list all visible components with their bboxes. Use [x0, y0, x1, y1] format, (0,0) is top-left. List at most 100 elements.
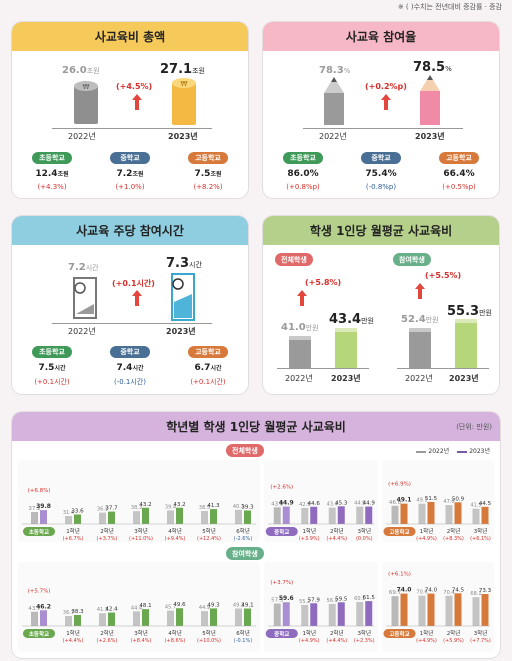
grade-label: 3학년 — [474, 629, 488, 637]
bar-2023 — [142, 507, 149, 524]
change-value: (+4.5%) — [116, 82, 153, 91]
prev-year: 2022년 — [68, 327, 96, 336]
bar-label-2022: 44.4 — [131, 605, 142, 611]
prev-year: 2022년 — [68, 132, 96, 141]
grade-label: 2학년 — [100, 629, 114, 637]
bar-2023 — [310, 506, 318, 524]
bar-2022 — [273, 603, 281, 626]
total-change: (+5.7%) — [28, 588, 51, 594]
pencil-icon — [420, 75, 440, 125]
bar-2023 — [74, 615, 81, 626]
bar-label-2022: 46.0 — [389, 500, 402, 506]
grade-label: 5학년 — [202, 527, 216, 535]
footnote: ※ ( )수치는 전년대비 증감률 · 증감 — [397, 3, 502, 11]
bar-2022 — [133, 611, 140, 626]
left-prev-bar — [289, 336, 311, 368]
bar-label-2023: 44.9 — [279, 500, 294, 507]
bar-2023 — [244, 608, 251, 626]
bar-2023 — [481, 594, 489, 626]
card-title: 사교육 참여율 — [263, 22, 499, 51]
monthly-avg-card: 학생 1인당 월평균 사교육비 전체학생 (+5.8%) 41.0만원 43.4… — [263, 216, 499, 394]
bar-label-2023: 57.9 — [308, 597, 321, 603]
school-label: 중학교 — [274, 528, 289, 536]
grade-label: 1학년 — [66, 527, 80, 535]
school-pill — [23, 527, 55, 536]
bar-2022 — [301, 507, 309, 524]
bar-2022 — [273, 507, 281, 524]
bar-label-2023: 43.2 — [139, 502, 151, 508]
change-value: (+0.1시간) — [112, 279, 155, 288]
school-pill — [383, 629, 416, 638]
grade-change: (+8.6%) — [165, 638, 186, 644]
bar-label-2022: 45.7 — [165, 605, 176, 611]
bar-2023 — [176, 608, 183, 626]
bar-label-2022: 55.2 — [299, 599, 310, 605]
right-change: (+5.5%) — [425, 271, 462, 280]
left-change: (+5.8%) — [305, 278, 342, 287]
all-students-tag: 전체학생 — [275, 253, 313, 266]
hourglass-icon — [171, 273, 195, 321]
total-change: (+2.6%) — [270, 485, 293, 491]
elementary-change: (+4.3%) — [37, 183, 67, 191]
bar-label-2022: 47.0 — [443, 499, 454, 505]
high-change: (+0.1시간) — [190, 378, 226, 386]
bar-label-2022: 43.4 — [327, 502, 338, 508]
bar-label-2022: 36.7 — [63, 610, 74, 616]
card-title: 사교육비 총액 — [12, 22, 248, 51]
elementary-change: (+0.1시간) — [34, 378, 70, 386]
bar-2023 — [40, 610, 47, 626]
bar-2022 — [201, 611, 208, 626]
change-value: (+0.2%p) — [365, 82, 407, 91]
bar-label-2023: 49.6 — [173, 602, 186, 608]
grade-change: (+8.4%) — [131, 638, 152, 644]
bar-label-2022: 42.9 — [299, 502, 310, 508]
grade-label: 2학년 — [447, 629, 461, 637]
elementary-change: (+0.8%p) — [286, 183, 320, 191]
grade-change: (+3.7%) — [97, 536, 118, 542]
baseline — [52, 323, 212, 324]
middle-value: 7.4시간 — [116, 363, 144, 373]
bar-label-2023: 59.6 — [279, 595, 294, 602]
grade-change: (+10.0%) — [197, 638, 221, 644]
bar-2023 — [210, 509, 217, 524]
middle-pill: 중학교 — [110, 152, 150, 164]
bar-2023 — [108, 511, 115, 524]
grade-change: (+6.1%) — [470, 536, 491, 542]
bar-2022 — [65, 615, 72, 626]
grade-change: (+6.7%) — [63, 536, 84, 542]
bar-label-2023: 49.1 — [397, 497, 412, 504]
school-pill — [23, 629, 55, 638]
grade-label: 1학년 — [420, 629, 434, 637]
bar-label-2022: 44.9 — [354, 501, 365, 507]
bar-2023 — [427, 593, 435, 626]
bar-2023 — [40, 510, 47, 524]
up-arrow-icon — [132, 290, 142, 306]
left-prev-value: 41.0만원 — [281, 322, 319, 333]
bar-label-2023: 45.3 — [335, 500, 348, 506]
bar-label-2023: 33.6 — [71, 508, 84, 514]
grade-label: 1학년 — [66, 629, 80, 637]
grade-change: (+11.0%) — [129, 536, 153, 542]
bar-label-2022: 70.6 — [416, 590, 427, 596]
right-prev-year: 2022년 — [405, 374, 433, 383]
bar-2023 — [244, 510, 251, 524]
school-pill — [265, 629, 298, 638]
bar-2022 — [445, 595, 453, 626]
up-arrow-icon — [381, 94, 391, 110]
bar-2022 — [99, 512, 106, 524]
bar-2022 — [301, 604, 309, 626]
bar-2022 — [65, 516, 72, 524]
middle-pill: 중학교 — [110, 346, 150, 358]
total-change: (+6.9%) — [388, 482, 411, 488]
bar-2023 — [108, 612, 115, 626]
bar-label-2022: 40.3 — [233, 504, 244, 510]
bar-label-2022: 49.2 — [233, 602, 244, 608]
bar-label-2023: 59.5 — [335, 596, 348, 602]
cur-value: 27.1조원 — [160, 62, 205, 77]
bar-2022 — [472, 597, 480, 626]
grade-label: 2학년 — [330, 629, 344, 637]
up-arrow-icon — [132, 94, 142, 110]
grade-bar-chart: 37.239.8(+6.8%)초등학교31.433.61학년(+6.7%)36.… — [22, 482, 492, 644]
high-value: 7.5조원 — [194, 169, 222, 179]
bar-2022 — [167, 610, 174, 626]
